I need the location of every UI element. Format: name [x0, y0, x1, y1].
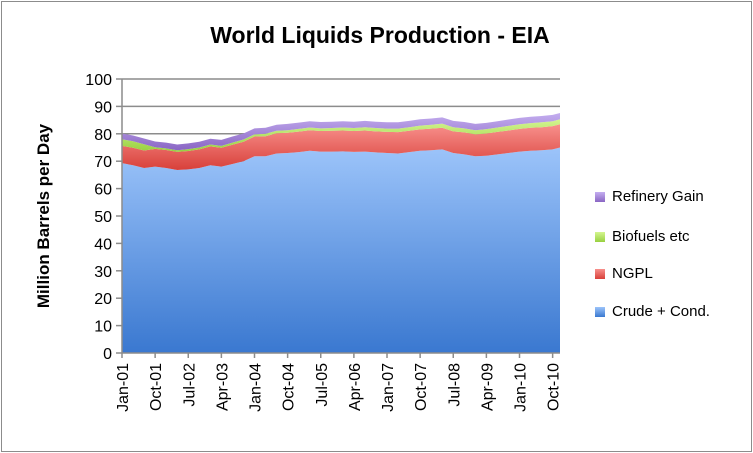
x-tick-label: Jul-02 — [181, 363, 198, 407]
area-ngpl — [122, 124, 560, 170]
x-tick-label: Jul-08 — [446, 363, 463, 407]
x-tick-label: Jan-01 — [115, 363, 132, 412]
y-tick-label: 60 — [94, 182, 112, 199]
x-tick-label: Jan-04 — [248, 363, 265, 412]
x-tick-label: Jan-10 — [513, 363, 530, 412]
x-tick-label: Oct-07 — [413, 363, 430, 411]
y-tick-label: 80 — [94, 127, 112, 144]
y-tick-label: 100 — [85, 72, 112, 89]
area-biofuels-etc — [122, 119, 560, 152]
legend-item: Refinery Gain — [595, 188, 704, 205]
x-tick-label: Apr-03 — [214, 363, 231, 411]
y-tick-label: 90 — [94, 99, 112, 116]
x-tick-label: Oct-04 — [281, 363, 298, 411]
y-tick-label: 70 — [94, 154, 112, 171]
x-tick-label: Apr-09 — [479, 363, 496, 411]
legend-label: NGPL — [612, 265, 653, 282]
x-tick-label: Jul-05 — [314, 363, 331, 407]
x-tick-label: Jan-07 — [380, 363, 397, 412]
legend-label: Crude + Cond. — [612, 303, 710, 320]
chart-title: World Liquids Production - EIA — [210, 22, 550, 48]
y-tick-label: 30 — [94, 264, 112, 281]
x-tick-label: Oct-10 — [546, 363, 563, 411]
y-tick-label: 10 — [94, 319, 112, 336]
legend-item: Crude + Cond. — [595, 303, 710, 320]
y-tick-label: 40 — [94, 236, 112, 253]
legend-label: Refinery Gain — [612, 188, 704, 205]
y-tick-label: 50 — [94, 209, 112, 226]
legend-swatch — [595, 268, 605, 279]
legend-item: Biofuels etc — [595, 228, 690, 245]
area-crude-cond- — [122, 147, 560, 353]
x-tick-label: Apr-06 — [347, 363, 364, 411]
legend-swatch — [595, 306, 605, 317]
x-tick-label: Oct-01 — [148, 363, 165, 411]
legend-item: NGPL — [595, 265, 653, 282]
legend-swatch — [595, 191, 605, 202]
y-axis-label: Million Barrels per Day — [34, 123, 53, 308]
legend-label: Biofuels etc — [612, 228, 690, 245]
y-tick-label: 0 — [103, 346, 112, 363]
legend-swatch — [595, 231, 605, 242]
area-refinery-gain — [122, 112, 560, 151]
y-tick-label: 20 — [94, 291, 112, 308]
